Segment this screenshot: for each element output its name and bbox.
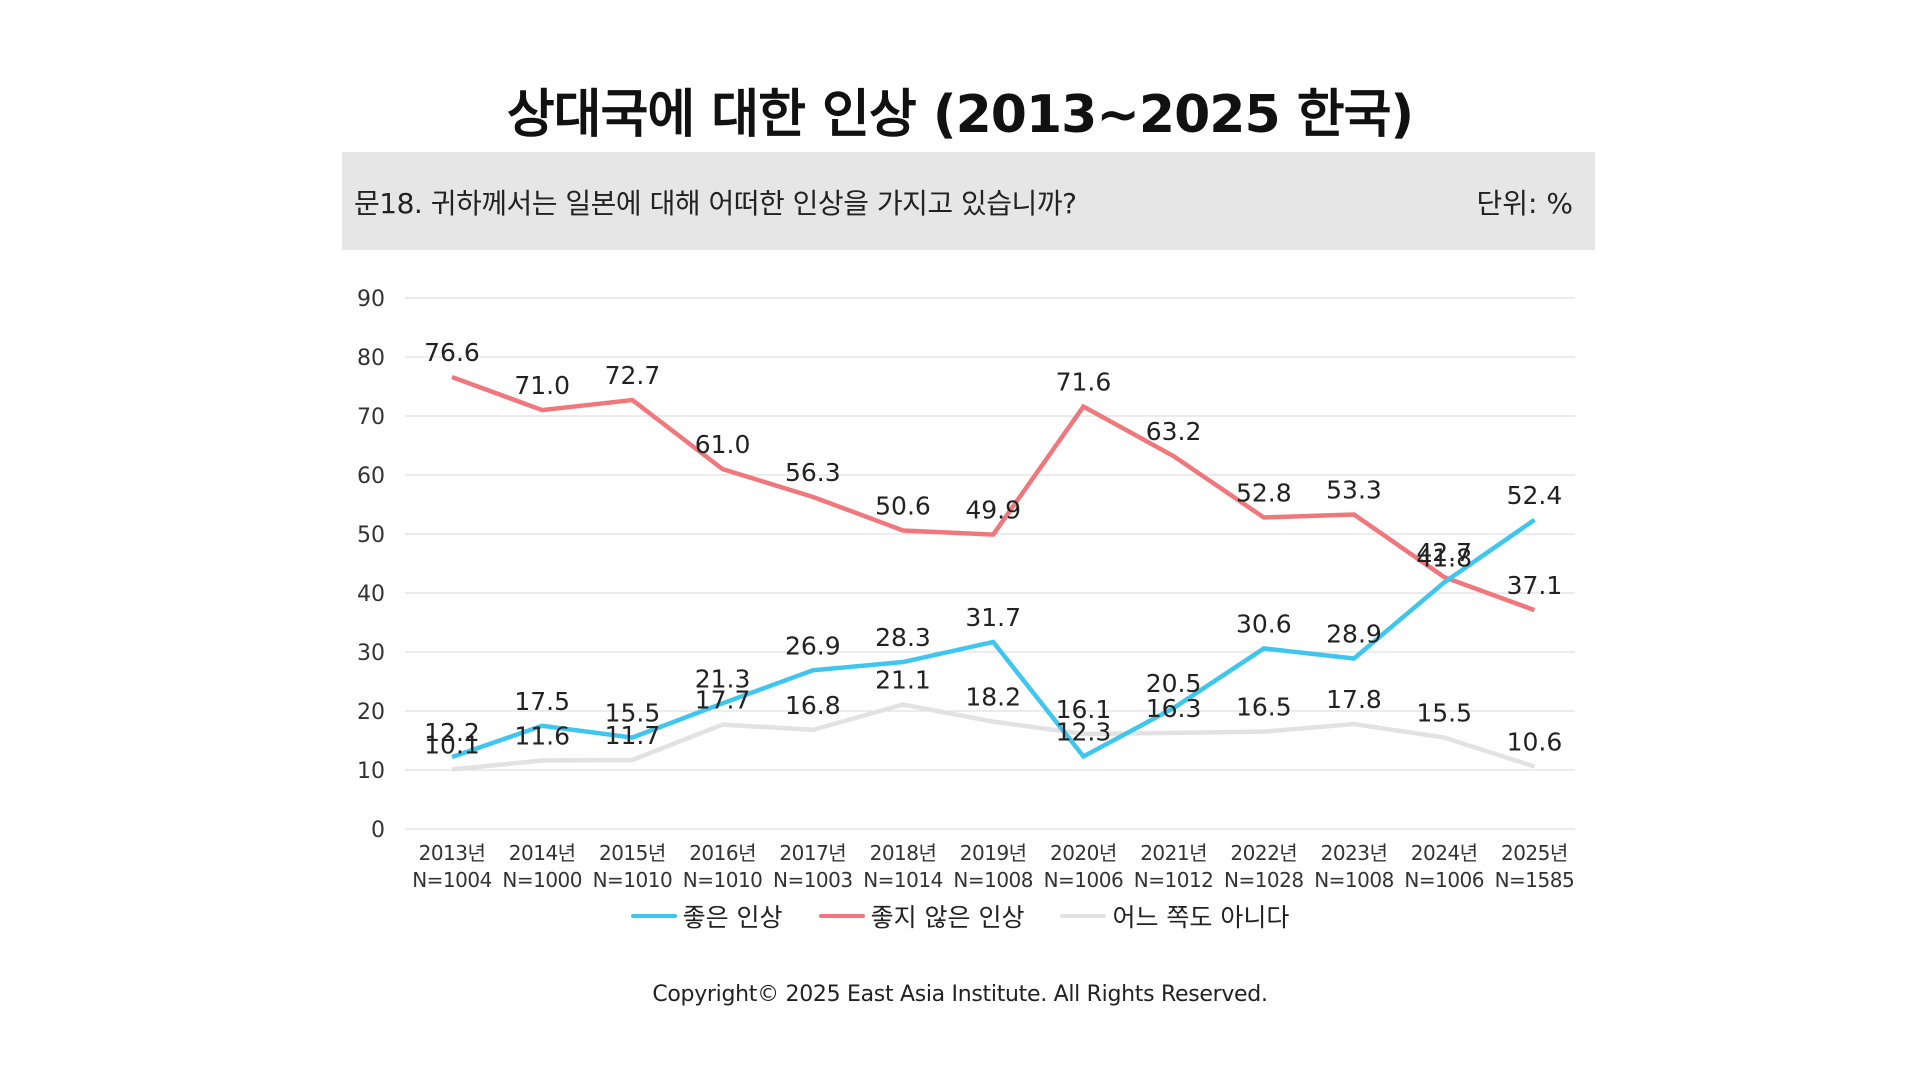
y-axis-tick-labels: 0 10 20 30 40 50 60 70 80 90: [357, 287, 385, 843]
data-label: 16.3: [1146, 694, 1202, 723]
y-tick-label: 50: [357, 523, 385, 548]
x-tick-sample-size: N=1006: [1404, 868, 1484, 890]
x-tick-sample-size: N=1003: [773, 868, 853, 890]
data-label: 52.8: [1236, 478, 1292, 507]
x-tick-sample-size: N=1004: [412, 868, 492, 890]
x-tick-sample-size: N=1014: [863, 868, 943, 890]
data-label: 63.2: [1146, 417, 1202, 446]
line-chart: 0 10 20 30 40 50 60 70 80 90 2013년 N=1004 2014년 N=10…: [357, 287, 1575, 890]
y-tick-label: 0: [371, 818, 385, 843]
data-label: 42.7: [1416, 538, 1472, 567]
data-label: 53.3: [1326, 476, 1382, 505]
y-tick-label: 10: [357, 759, 385, 784]
legend-swatch: [818, 914, 865, 918]
data-label: 10.1: [424, 730, 480, 759]
data-label: 72.7: [605, 361, 661, 390]
data-label: 20.5: [1146, 669, 1202, 698]
data-label: 16.1: [1056, 695, 1112, 724]
series-lines: [451, 374, 1536, 772]
x-tick-label: 2014년: [509, 841, 576, 865]
x-tick-sample-size: N=1000: [502, 868, 582, 890]
copyright-notice: Copyright© 2025 East Asia Institute. All…: [652, 982, 1268, 1007]
data-label: 41.8: [1416, 543, 1472, 572]
x-tick-label: 2020년: [1050, 841, 1117, 865]
y-tick-label: 60: [357, 464, 385, 489]
y-tick-label: 30: [357, 641, 385, 666]
data-label: 31.7: [965, 603, 1021, 632]
x-tick-label: 2017년: [779, 841, 846, 865]
y-tick-label: 20: [357, 700, 385, 725]
x-tick-label: 2016년: [689, 841, 756, 865]
data-label: 17.8: [1326, 685, 1382, 714]
x-tick-label: 2015년: [599, 841, 666, 865]
x-tick-label: 2021년: [1140, 841, 1207, 865]
data-label: 17.7: [695, 686, 751, 715]
data-label: 50.6: [875, 491, 931, 520]
series-line: [451, 702, 1536, 772]
x-tick-sample-size: N=1010: [683, 868, 763, 890]
data-label: 28.3: [875, 623, 931, 652]
x-tick-label: 2024년: [1411, 841, 1478, 865]
x-tick-sample-size: N=1008: [1314, 868, 1394, 890]
data-label: 10.6: [1507, 727, 1563, 756]
x-tick-label: 2025년: [1501, 841, 1568, 865]
data-label: 11.7: [605, 721, 661, 750]
legend-label: 좋은 인상: [682, 903, 783, 932]
data-label: 76.6: [424, 338, 480, 367]
data-label: 18.2: [965, 683, 1021, 712]
x-tick-sample-size: N=1012: [1134, 868, 1214, 890]
legend-label: 어느 쪽도 아니다: [1112, 903, 1290, 932]
question-text: 문18. 귀하께서는 일본에 대해 어떠한 인상을 가지고 있습니까?: [354, 187, 1077, 220]
data-label: 17.5: [514, 687, 570, 716]
data-label: 15.5: [605, 699, 661, 728]
x-tick-sample-size: N=1585: [1495, 868, 1575, 890]
data-label: 26.9: [785, 631, 841, 660]
series-line: [451, 517, 1536, 760]
legend-swatch: [1060, 914, 1107, 918]
x-tick-label: 2023년: [1321, 841, 1388, 865]
legend: 좋은 인상 좋지 않은 인상 어느 쪽도 아니다: [0, 898, 1920, 934]
series-line: [451, 374, 1536, 613]
x-tick-sample-size: N=1010: [593, 868, 673, 890]
legend-item: 좋지 않은 인상: [818, 898, 1025, 934]
data-label: 16.5: [1236, 693, 1292, 722]
data-label: 71.0: [514, 371, 570, 400]
x-axis-tick-labels: 2013년 N=1004 2014년 N=1000 2015년 N=1010 2016년 N=…: [412, 841, 1575, 890]
legend-item: 좋은 인상: [630, 898, 783, 934]
data-label: 21.1: [875, 666, 931, 695]
x-tick-label: 2019년: [960, 841, 1027, 865]
x-tick-sample-size: N=1028: [1224, 868, 1304, 890]
data-label: 61.0: [695, 430, 751, 459]
data-label: 12.3: [1056, 717, 1112, 746]
data-label: 15.5: [1416, 699, 1472, 728]
y-tick-label: 40: [357, 582, 385, 607]
grid-lines: [405, 297, 1575, 830]
data-label: 28.9: [1326, 619, 1382, 648]
y-tick-label: 70: [357, 405, 385, 430]
legend-item: 어느 쪽도 아니다: [1060, 898, 1289, 934]
data-label: 30.6: [1236, 609, 1292, 638]
x-tick-label: 2013년: [419, 841, 486, 865]
x-tick-label: 2018년: [870, 841, 937, 865]
data-label: 56.3: [785, 458, 841, 487]
data-label: 52.4: [1507, 481, 1563, 510]
data-label: 49.9: [965, 496, 1021, 525]
chart-title: 상대국에 대한 인상 (2013~2025 한국): [506, 85, 1414, 145]
x-tick-sample-size: N=1006: [1044, 868, 1124, 890]
y-tick-label: 90: [357, 287, 385, 312]
data-label: 21.3: [695, 664, 751, 693]
data-label: 71.6: [1056, 368, 1112, 397]
unit-label: 단위: %: [1476, 187, 1573, 220]
data-label: 12.2: [424, 718, 480, 747]
data-labels: 12.2 17.5 15.5 21.3 26.9 28.3 31.7 12.3 20.5 30.6…: [424, 338, 1562, 759]
data-label: 11.6: [514, 722, 570, 751]
legend-swatch: [630, 914, 677, 918]
data-label: 37.1: [1507, 571, 1563, 600]
question-box: 문18. 귀하께서는 일본에 대해 어떠한 인상을 가지고 있습니까? 단위: …: [342, 152, 1595, 250]
x-tick-sample-size: N=1008: [953, 868, 1033, 890]
data-label: 16.8: [785, 691, 841, 720]
legend-label: 좋지 않은 인상: [870, 903, 1025, 932]
y-tick-label: 80: [357, 346, 385, 371]
x-tick-label: 2022년: [1230, 841, 1297, 865]
